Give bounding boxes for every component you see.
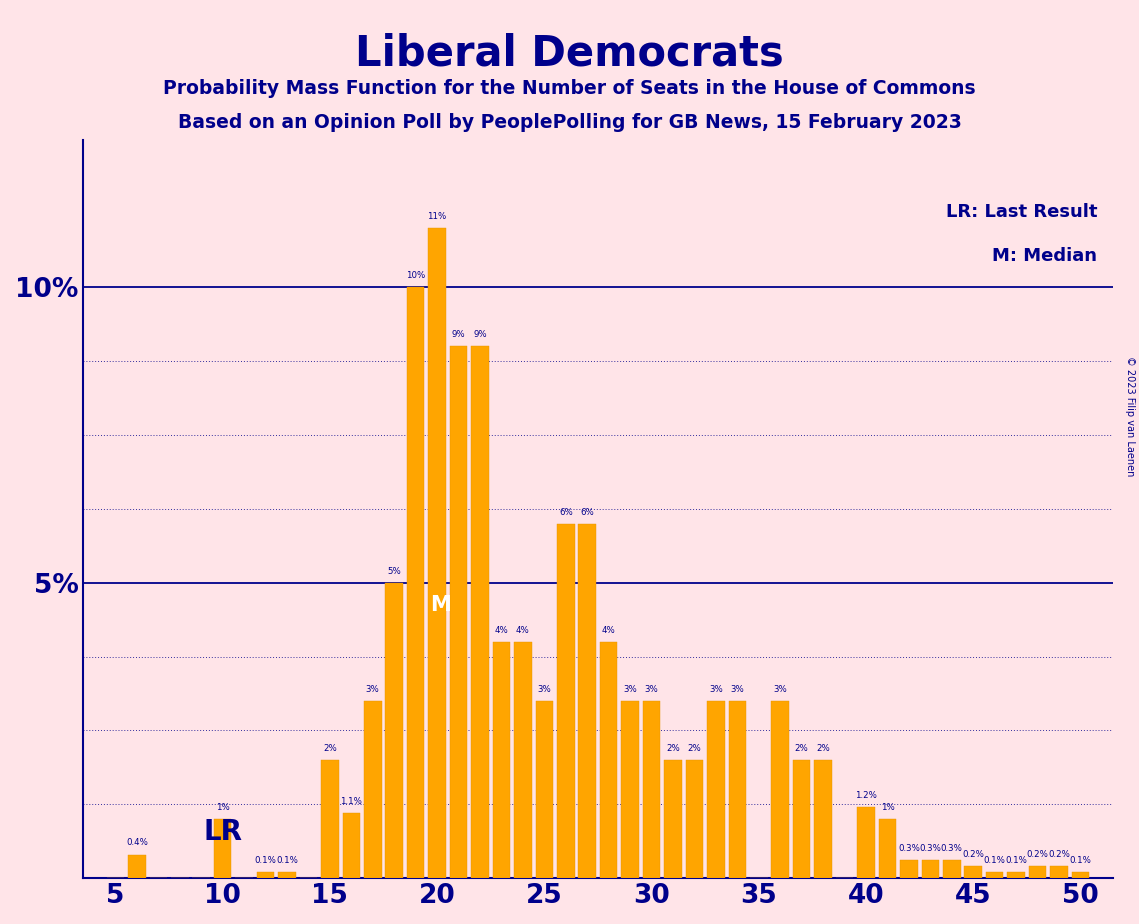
Text: M: M <box>429 595 451 615</box>
Text: 0.1%: 0.1% <box>1070 857 1091 865</box>
Bar <box>900 860 918 878</box>
Text: 3%: 3% <box>708 685 723 694</box>
Text: 0.2%: 0.2% <box>1048 850 1070 859</box>
Text: 2%: 2% <box>795 744 809 753</box>
Text: 10%: 10% <box>405 272 425 280</box>
Text: 0.2%: 0.2% <box>1026 850 1049 859</box>
Text: 0.3%: 0.3% <box>898 845 920 854</box>
Text: 0.3%: 0.3% <box>941 845 962 854</box>
Text: 3%: 3% <box>730 685 744 694</box>
Bar <box>878 819 896 878</box>
Text: 6%: 6% <box>581 507 595 517</box>
Text: 6%: 6% <box>559 507 573 517</box>
Text: 3%: 3% <box>538 685 551 694</box>
Bar <box>1050 867 1067 878</box>
Text: 3%: 3% <box>773 685 787 694</box>
Text: 2%: 2% <box>323 744 337 753</box>
Bar <box>385 583 403 878</box>
Bar <box>428 228 445 878</box>
Text: © 2023 Filip van Laenen: © 2023 Filip van Laenen <box>1125 356 1134 476</box>
Text: 0.4%: 0.4% <box>126 838 148 847</box>
Bar <box>793 760 811 878</box>
Text: LR: LR <box>203 818 243 845</box>
Bar <box>664 760 682 878</box>
Text: 2%: 2% <box>817 744 830 753</box>
Bar <box>729 701 746 878</box>
Text: 9%: 9% <box>452 331 466 339</box>
Bar <box>472 346 489 878</box>
Text: 5%: 5% <box>387 566 401 576</box>
Text: 1.1%: 1.1% <box>341 797 362 806</box>
Bar <box>256 872 274 878</box>
Bar <box>557 524 574 878</box>
Text: 11%: 11% <box>427 213 446 221</box>
Bar <box>600 642 617 878</box>
Bar <box>814 760 831 878</box>
Text: 0.1%: 0.1% <box>984 857 1006 865</box>
Text: 4%: 4% <box>494 626 508 635</box>
Bar <box>986 872 1003 878</box>
Text: 3%: 3% <box>366 685 379 694</box>
Text: 2%: 2% <box>666 744 680 753</box>
Text: 1%: 1% <box>880 803 894 812</box>
Bar <box>364 701 382 878</box>
Bar <box>535 701 554 878</box>
Bar <box>450 346 467 878</box>
Text: 9%: 9% <box>473 331 486 339</box>
Bar <box>514 642 532 878</box>
Bar <box>642 701 661 878</box>
Text: Liberal Democrats: Liberal Democrats <box>355 32 784 74</box>
Bar <box>321 760 338 878</box>
Bar <box>214 819 231 878</box>
Text: Based on an Opinion Poll by PeoplePolling for GB News, 15 February 2023: Based on an Opinion Poll by PeoplePollin… <box>178 113 961 132</box>
Text: 0.2%: 0.2% <box>962 850 984 859</box>
Text: 0.1%: 0.1% <box>255 857 277 865</box>
Bar <box>1072 872 1089 878</box>
Bar <box>707 701 724 878</box>
Bar <box>1029 867 1047 878</box>
Text: 2%: 2% <box>688 744 702 753</box>
Bar <box>278 872 296 878</box>
Text: 0.1%: 0.1% <box>276 857 298 865</box>
Text: 0.1%: 0.1% <box>1006 857 1027 865</box>
Bar <box>686 760 703 878</box>
Bar <box>407 287 425 878</box>
Text: Probability Mass Function for the Number of Seats in the House of Commons: Probability Mass Function for the Number… <box>163 79 976 98</box>
Bar <box>493 642 510 878</box>
Bar <box>858 808 875 878</box>
Bar <box>621 701 639 878</box>
Bar <box>965 867 982 878</box>
Bar <box>921 860 940 878</box>
Bar <box>1007 872 1025 878</box>
Text: LR: Last Result: LR: Last Result <box>945 202 1097 221</box>
Text: 3%: 3% <box>645 685 658 694</box>
Text: 3%: 3% <box>623 685 637 694</box>
Text: 4%: 4% <box>601 626 615 635</box>
Text: M: Median: M: Median <box>992 247 1097 265</box>
Text: 1%: 1% <box>215 803 229 812</box>
Bar <box>343 813 360 878</box>
Text: 1.2%: 1.2% <box>855 791 877 800</box>
Text: 0.3%: 0.3% <box>919 845 941 854</box>
Bar <box>771 701 789 878</box>
Bar <box>943 860 960 878</box>
Bar <box>128 855 146 878</box>
Bar <box>579 524 596 878</box>
Text: 4%: 4% <box>516 626 530 635</box>
